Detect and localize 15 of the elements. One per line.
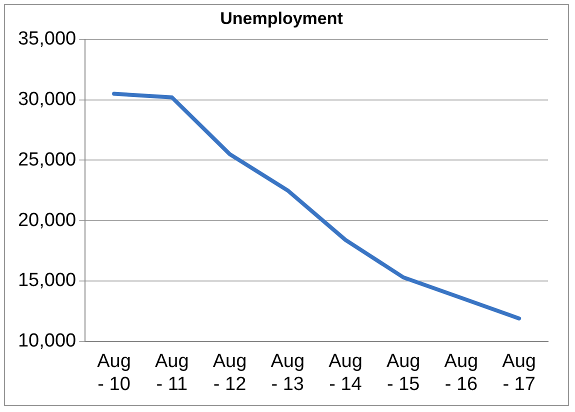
chart-title: Unemployment (220, 8, 344, 28)
y-tick-label: 25,000 (18, 149, 76, 170)
x-tick-label: Aug - 16 (444, 351, 478, 395)
y-tick-label: 20,000 (18, 210, 76, 231)
x-tick-label: Aug - 10 (97, 351, 131, 395)
x-tick-label: Aug - 17 (502, 351, 536, 395)
y-tick-label: 30,000 (18, 89, 76, 110)
y-tick-label: 35,000 (18, 28, 76, 50)
x-tick-label: Aug - 14 (328, 351, 362, 395)
x-tick-label: Aug - 12 (212, 351, 247, 395)
x-tick-label: Aug - 11 (155, 351, 189, 395)
x-tick-label: Aug - 15 (386, 351, 420, 395)
y-tick-label: 15,000 (18, 270, 76, 292)
y-tick-label: 10,000 (18, 330, 76, 352)
x-tick-label: Aug - 13 (270, 351, 305, 395)
